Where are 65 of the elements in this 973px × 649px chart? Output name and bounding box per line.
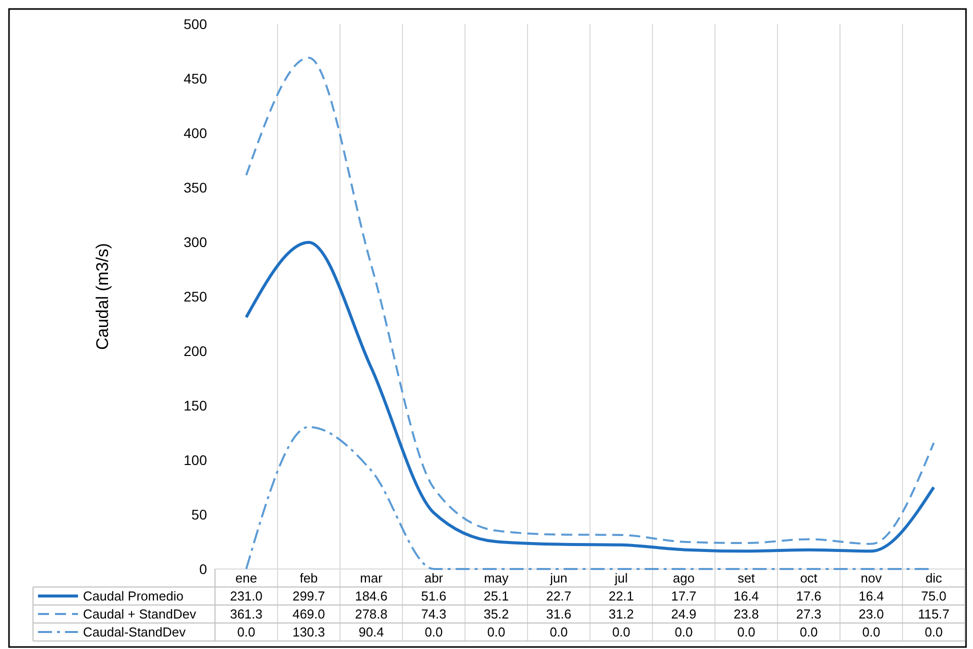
data-label: 0.0 [800,624,818,640]
line-series [245,56,935,545]
x-tick-label: may [484,570,510,586]
y-tick-label: 150 [184,397,208,414]
data-label: 23.0 [858,606,884,622]
data-label: 16.4 [858,588,884,604]
legend-label: Caudal + StandDev [83,606,197,622]
y-tick-label: 0 [199,560,208,577]
x-tick-label: abr [424,570,444,586]
data-label: 0.0 [424,624,443,640]
data-label: 0.0 [550,624,568,640]
legend-label: Caudal Promedio [83,588,184,604]
y-tick-label: 200 [184,342,208,359]
y-tick-label: 250 [184,288,208,304]
data-label: 0.0 [924,624,943,640]
x-tick-label: ene [235,570,258,586]
data-label: 17.7 [671,588,696,604]
data-label: 115.7 [918,606,950,622]
x-tick-label: ago [672,570,695,586]
data-label: 184.6 [354,588,388,604]
y-tick-label: 350 [184,179,208,196]
data-label: 130.3 [292,624,326,640]
x-tick-label: jun [549,570,568,586]
x-tick-label: oct [800,570,818,586]
data-label: 0.0 [612,624,630,640]
x-tick-label: set [738,570,756,586]
x-tick-label: jul [614,570,628,586]
data-label: 17.6 [796,588,822,604]
data-label: 0.0 [674,624,693,640]
data-label: 16.4 [734,588,759,604]
data-label: 278.8 [354,606,388,622]
data-label: 22.7 [546,588,572,604]
data-label: 27.3 [796,606,822,622]
x-tick-label: nov [860,570,882,586]
data-label: 0.0 [237,624,256,640]
y-tick-label: 500 [184,16,208,32]
data-label: 0.0 [487,624,506,640]
data-label: 75.0 [921,588,946,604]
data-label: 25.1 [484,588,509,604]
y-tick-label: 300 [184,234,208,250]
data-label: 23.8 [734,606,759,622]
y-tick-label: 100 [184,452,208,468]
data-label: 24.9 [671,606,696,622]
data-label: 0.0 [862,624,880,640]
y-axis-title: Caudal (m3/s) [93,243,112,350]
y-tick-label: 400 [184,124,208,141]
data-label: 31.6 [546,606,572,622]
data-label: 469.0 [292,606,326,622]
data-label: 22.1 [608,588,634,604]
data-label: 90.4 [358,624,384,640]
x-tick-label: mar [360,570,384,586]
line-series [244,240,936,553]
y-tick-label: 50 [191,506,208,522]
x-tick-label: dic [925,570,943,586]
data-label: 51.6 [421,588,446,604]
y-tick-label: 450 [184,70,208,86]
data-label: 35.2 [484,606,509,622]
x-tick-label: feb [300,570,318,586]
data-label: 31.2 [608,606,634,622]
data-label: 361.3 [230,606,263,622]
legend-label: Caudal-StandDev [83,624,186,640]
data-label: 299.7 [292,588,326,604]
data-label: 231.0 [230,588,263,604]
data-label: 74.3 [421,606,446,622]
data-label: 0.0 [737,624,756,640]
